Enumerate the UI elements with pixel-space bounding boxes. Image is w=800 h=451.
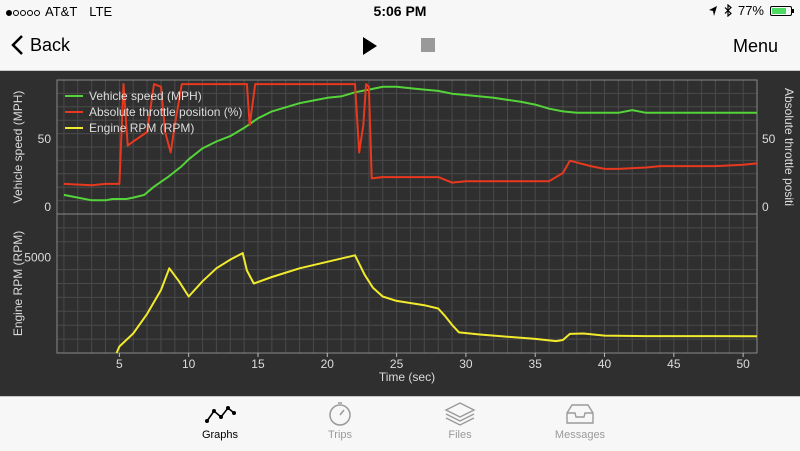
speed-tick-label: 0 [44, 200, 51, 214]
tab-trips[interactable]: Trips [290, 401, 390, 441]
x-tick-label: 30 [459, 357, 473, 371]
x-tick-label: 45 [667, 357, 681, 371]
throttle-tick-label: 50 [762, 132, 776, 146]
tab-label: Files [448, 429, 472, 441]
tab-label: Messages [554, 429, 606, 441]
play-icon[interactable] [360, 36, 380, 56]
graph-icon [205, 406, 236, 423]
back-label: Back [30, 34, 71, 55]
menu-button[interactable]: Menu [732, 36, 778, 56]
chart-legend: Vehicle speed (MPH) Absolute throttle pos… [65, 89, 242, 135]
tab-messages[interactable]: Messages [530, 401, 630, 441]
tab-graphs[interactable]: Graphs [170, 401, 270, 441]
chart-grid [57, 80, 758, 353]
chevron-left-icon [11, 35, 23, 55]
battery-percent: 77% [737, 3, 764, 18]
rpm-axis-label: Engine RPM (RPM) [11, 231, 25, 336]
speed-axis-label: Vehicle speed (MPH) [11, 91, 25, 204]
throttle-axis-label: Absolute throttle positi [782, 88, 796, 206]
x-tick-label: 10 [182, 357, 196, 371]
back-button[interactable]: Back [10, 34, 70, 56]
tab-bar: Graphs Trips Files Messages [0, 396, 800, 451]
x-tick-label: 35 [529, 357, 543, 371]
x-tick-label: 25 [390, 357, 404, 371]
throttle-series-line [63, 83, 758, 187]
carrier-name: AT&T [45, 4, 78, 19]
x-tick-label: 20 [321, 357, 335, 371]
status-time: 5:06 PM [373, 3, 427, 19]
x-tick-label: 5 [116, 357, 123, 371]
tick-labels: 5 10 15 20 25 30 35 40 45 50 0 50 0 50 5000 [24, 132, 775, 371]
plot-frames [56, 79, 758, 354]
battery-icon [770, 5, 794, 16]
status-bar: AT&T LTE 5:06 PM 77% [0, 0, 800, 22]
rpm-tick-label: 5000 [24, 250, 51, 264]
stopwatch-icon [329, 402, 351, 426]
network-type: LTE [89, 4, 113, 19]
bluetooth-icon [724, 4, 732, 17]
stop-icon[interactable] [421, 38, 435, 52]
time-axis-label: Time (sec) [379, 370, 435, 384]
tab-label: Graphs [201, 429, 239, 441]
plot-frame [56, 213, 758, 354]
x-tick-label: 15 [251, 357, 265, 371]
speed-tick-label: 50 [38, 132, 52, 146]
throttle-tick-label: 0 [762, 200, 769, 214]
carrier-info: AT&T LTE [6, 4, 112, 19]
legend-label: Engine RPM (RPM) [89, 121, 194, 135]
speed-series-line [63, 85, 757, 202]
navigation-bar: Back Menu [0, 22, 800, 71]
tab-label: Trips [327, 429, 353, 441]
signal-strength-icon [6, 4, 41, 19]
legend-label: Absolute throttle position (%) [89, 105, 242, 119]
rpm-series-line [115, 252, 758, 354]
x-tick-label: 40 [598, 357, 612, 371]
trip-chart[interactable]: 5 10 15 20 25 30 35 40 45 50 0 50 0 50 5000 Vehicle sp… [0, 71, 800, 396]
layers-icon [444, 402, 476, 426]
series-lines [63, 83, 758, 354]
location-arrow-icon [708, 5, 717, 16]
x-tick-label: 50 [736, 357, 750, 371]
inbox-icon [566, 404, 594, 424]
legend-label: Vehicle speed (MPH) [89, 89, 202, 103]
tab-files[interactable]: Files [410, 401, 510, 441]
graph-area[interactable]: 5 10 15 20 25 30 35 40 45 50 0 50 0 50 5000 Vehicle sp… [0, 71, 800, 396]
